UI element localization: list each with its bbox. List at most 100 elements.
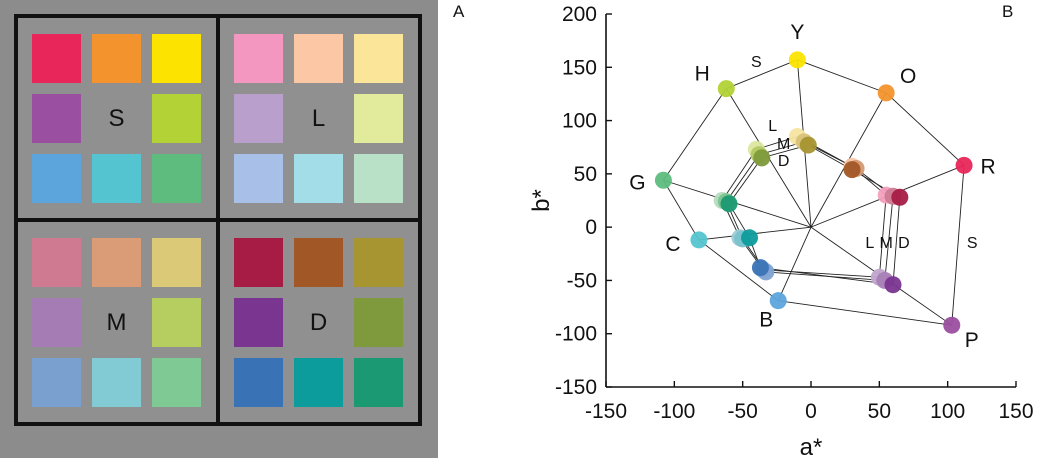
color-swatch <box>354 358 403 407</box>
octagon-edge-s <box>797 59 887 94</box>
color-swatch <box>234 238 283 287</box>
color-swatch <box>152 94 201 143</box>
quadrant-d: D <box>216 218 422 426</box>
color-swatch <box>234 298 283 347</box>
color-swatch <box>294 238 343 287</box>
series-annotation: M <box>880 235 893 252</box>
y-tick-label: 50 <box>574 163 597 186</box>
y-tick-label: 100 <box>562 110 597 133</box>
quadrant-s: S <box>14 14 220 222</box>
quadrant-m: M <box>14 218 220 426</box>
color-swatch <box>32 238 81 287</box>
octagon-edge-s <box>698 239 779 302</box>
octagon-edge-s <box>663 88 727 181</box>
data-point-s <box>943 316 961 334</box>
data-point-s <box>788 51 806 69</box>
color-swatch <box>152 154 201 203</box>
series-annotation: S <box>967 235 978 252</box>
color-swatch <box>32 298 81 347</box>
color-swatch <box>234 34 283 83</box>
color-swatch <box>32 358 81 407</box>
y-tick-label: 200 <box>562 3 597 26</box>
octagon-edge-s <box>778 300 952 326</box>
color-swatch <box>354 298 403 347</box>
color-swatch <box>354 34 403 83</box>
hue-label: H <box>695 63 710 86</box>
octagon-edge-l <box>763 269 880 278</box>
series-annotation: L <box>768 118 777 135</box>
color-swatch <box>234 94 283 143</box>
x-axis-title: a* <box>800 434 823 458</box>
x-tick-label: -50 <box>727 400 757 423</box>
color-swatch <box>32 154 81 203</box>
y-tick-label: 150 <box>562 56 597 79</box>
color-swatch <box>152 238 201 287</box>
color-swatch <box>354 154 403 203</box>
color-swatch-panel: S L M D <box>0 0 438 458</box>
octagon-edge-d <box>892 197 901 285</box>
color-swatch <box>92 34 141 83</box>
series-annotation: L <box>865 235 874 252</box>
x-tick-label: -100 <box>653 400 695 423</box>
data-point-d <box>799 136 817 154</box>
color-swatch <box>234 358 283 407</box>
color-swatch <box>294 154 343 203</box>
color-swatch <box>354 94 403 143</box>
octagon-edge-m <box>725 154 760 202</box>
color-swatch <box>152 358 201 407</box>
y-tick-label: -100 <box>555 323 597 346</box>
data-point-s <box>877 84 895 102</box>
hue-label: P <box>965 329 979 352</box>
x-tick-label: -150 <box>585 400 627 423</box>
octagon-edge-l <box>878 195 887 278</box>
color-swatch <box>294 34 343 83</box>
series-annotation: D <box>778 153 790 170</box>
octagon-edge-d <box>760 267 894 286</box>
data-point-d <box>843 161 861 179</box>
series-annotation: D <box>898 235 910 252</box>
quadrant-l: L <box>216 14 422 222</box>
octagon-edge-d <box>728 157 763 204</box>
series-annotation: S <box>751 54 762 71</box>
data-point-s <box>690 231 708 249</box>
color-swatch <box>92 238 141 287</box>
data-point-s <box>717 80 735 98</box>
x-tick-label: 50 <box>868 400 891 423</box>
quadrant-letter: L <box>311 105 326 132</box>
hue-label: G <box>629 171 645 194</box>
color-swatch <box>32 94 81 143</box>
octagon-edge-m <box>884 196 894 281</box>
data-point-d <box>753 149 771 167</box>
octagon-edge-s <box>726 59 798 90</box>
panel-label-a: A <box>453 2 465 21</box>
data-point-d <box>884 276 902 294</box>
color-swatch <box>92 358 141 407</box>
hue-label: O <box>900 65 916 88</box>
data-point-d <box>751 259 769 277</box>
octagon-edge-s <box>663 180 700 241</box>
color-swatch <box>152 298 201 347</box>
color-swatch <box>32 34 81 83</box>
color-swatch <box>354 238 403 287</box>
color-swatch <box>234 154 283 203</box>
data-point-d <box>741 229 758 247</box>
data-point-d <box>720 195 738 213</box>
y-tick-label: -50 <box>567 269 597 292</box>
y-axis-title: b* <box>530 189 555 212</box>
octagon-edge-l <box>721 149 757 201</box>
hue-label: B <box>759 309 773 332</box>
hue-label: Y <box>790 21 804 44</box>
data-point-s <box>955 156 973 174</box>
quadrant-letter: M <box>106 309 127 336</box>
quadrant-letter: S <box>108 105 125 132</box>
data-point-d <box>891 188 909 206</box>
x-tick-label: 0 <box>805 400 817 423</box>
series-annotation: M <box>777 136 790 153</box>
color-swatch <box>294 358 343 407</box>
chromaticity-scatter-chart: 200 150 100 50 0 -50 -100 -150-150 -100 -50 0 50 100… <box>530 3 1034 458</box>
data-point-s <box>654 171 672 189</box>
x-tick-label: 100 <box>930 400 965 423</box>
octagon-edge-s <box>951 165 965 326</box>
hue-label: R <box>980 155 995 178</box>
panel-label-b: B <box>1002 2 1014 21</box>
